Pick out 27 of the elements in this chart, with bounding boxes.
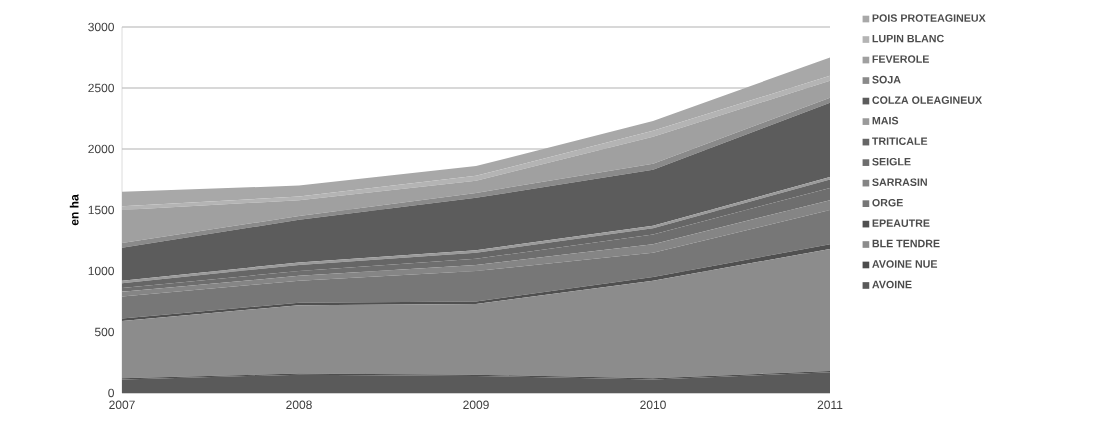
legend-label: AVOINE (872, 280, 912, 289)
legend-label: ORGE (872, 198, 903, 207)
legend-label: COLZA OLEAGINEUX (872, 96, 983, 104)
y-tick-label: 3000 (88, 22, 114, 32)
x-tick-label: 2008 (286, 400, 312, 410)
x-tick-label: 2010 (640, 400, 666, 410)
x-tick-label: 2007 (109, 400, 135, 410)
legend-label: MAIS (872, 116, 899, 125)
legend-label: TRITICALE (872, 137, 928, 145)
legend-label: AVOINE NUE (872, 260, 938, 268)
y-tick-label: 1500 (88, 205, 114, 215)
legend-label: SOJA (872, 75, 901, 84)
legend-label: SARRASIN (872, 178, 927, 186)
legend-label: LUPIN BLANC (872, 34, 944, 43)
y-axis-title: en ha (69, 194, 79, 226)
y-tick-label: 2000 (88, 144, 114, 154)
x-tick-label: 2009 (463, 400, 489, 410)
legend-label: EPEAUTRE (872, 219, 930, 227)
legend-label: SEIGLE (872, 157, 911, 166)
legend-label: FEVEROLE (872, 55, 929, 63)
legend-label: BLE TENDRE (872, 239, 940, 248)
y-tick-label: 0 (108, 388, 114, 398)
legend-label: POIS PROTEAGINEUX (872, 14, 986, 22)
y-tick-label: 1000 (88, 266, 114, 276)
y-tick-label: 500 (94, 327, 114, 337)
x-tick-label: 2011 (817, 400, 843, 410)
y-tick-label: 2500 (88, 83, 114, 93)
